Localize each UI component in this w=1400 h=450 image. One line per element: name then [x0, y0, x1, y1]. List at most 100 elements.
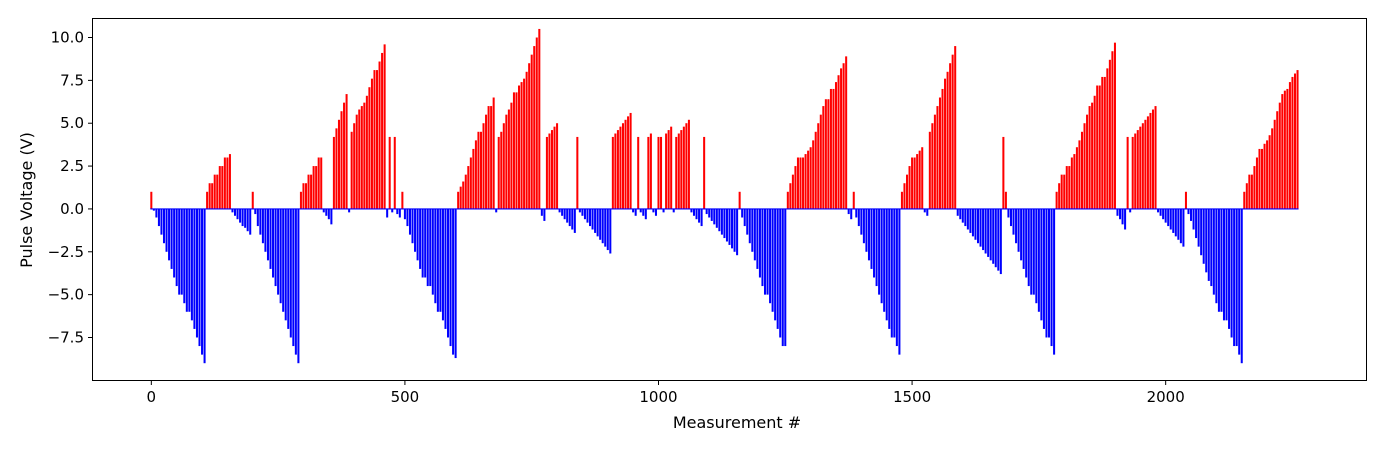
- bar: [604, 208, 607, 247]
- bar: [766, 208, 769, 295]
- bar: [1182, 208, 1185, 247]
- bar: [1169, 208, 1172, 230]
- bar: [406, 208, 409, 227]
- bar: [1055, 191, 1058, 209]
- bar: [624, 119, 627, 209]
- bar: [170, 208, 173, 269]
- bar: [449, 208, 452, 347]
- bar: [426, 208, 429, 287]
- bar: [289, 208, 292, 338]
- bar: [814, 131, 817, 209]
- bar: [332, 136, 335, 209]
- bar: [918, 150, 921, 209]
- bar: [758, 208, 761, 278]
- bar: [1268, 135, 1271, 209]
- bar: [528, 63, 531, 209]
- bar: [482, 123, 485, 209]
- bar: [571, 208, 574, 230]
- bar: [419, 208, 422, 269]
- bar: [956, 208, 959, 216]
- bar: [781, 208, 784, 347]
- bar: [246, 208, 249, 232]
- bar: [997, 208, 1000, 271]
- bar: [619, 126, 622, 209]
- bar: [576, 136, 579, 209]
- bar: [725, 208, 728, 242]
- x-tick-label: 0: [147, 388, 157, 406]
- x-axis-label: Measurement #: [673, 413, 801, 432]
- bar: [337, 119, 340, 209]
- x-axis-ticks: 0 500 1000 1500 2000: [147, 380, 1185, 406]
- bar: [472, 148, 475, 209]
- bar: [738, 191, 741, 209]
- bar: [1063, 174, 1066, 209]
- bar: [723, 208, 726, 239]
- bar: [1065, 166, 1068, 209]
- bar: [348, 208, 351, 213]
- bar: [396, 208, 399, 215]
- bar: [710, 208, 713, 221]
- bar: [550, 130, 554, 209]
- bar: [1157, 208, 1160, 213]
- bar: [168, 208, 171, 261]
- bar: [741, 208, 744, 218]
- bar: [1015, 208, 1018, 244]
- bar: [421, 208, 424, 278]
- y-axis-ticks: −7.5 −5.0 −2.5 0.0 2.5 5.0 7.5 10.0: [48, 29, 93, 346]
- bar: [1271, 128, 1274, 209]
- bar: [1273, 119, 1276, 209]
- bar: [1278, 102, 1281, 209]
- bar: [906, 174, 909, 209]
- bar: [842, 63, 845, 209]
- bar: [652, 208, 655, 213]
- bar: [1004, 191, 1007, 209]
- bar: [543, 208, 546, 221]
- bar: [627, 116, 630, 209]
- bar: [1040, 208, 1043, 321]
- bar: [325, 208, 328, 216]
- bar: [657, 136, 660, 209]
- bar: [424, 208, 427, 278]
- bar: [799, 157, 802, 209]
- bar: [378, 61, 381, 209]
- bar: [381, 52, 384, 209]
- bar: [490, 106, 493, 209]
- bar: [1255, 157, 1258, 209]
- bar: [809, 147, 812, 209]
- bar: [355, 114, 358, 209]
- bar: [878, 208, 881, 295]
- bar: [979, 208, 982, 247]
- bar: [294, 208, 297, 355]
- bar: [850, 208, 853, 220]
- bar: [829, 88, 832, 209]
- bar: [1296, 70, 1299, 209]
- bar: [715, 208, 718, 228]
- bar: [495, 208, 498, 213]
- bar: [431, 208, 434, 295]
- bar: [368, 87, 371, 209]
- y-tick-label: 10.0: [51, 29, 84, 47]
- bar: [459, 186, 462, 209]
- bar: [1032, 208, 1035, 295]
- bar: [827, 99, 830, 209]
- bar: [502, 123, 505, 209]
- bar: [302, 183, 305, 209]
- bar: [485, 114, 488, 209]
- bar: [812, 140, 815, 209]
- bar: [883, 208, 886, 312]
- bar: [1134, 133, 1137, 209]
- bar: [157, 208, 160, 227]
- bar: [241, 208, 244, 227]
- bar: [1020, 208, 1023, 261]
- bar: [601, 208, 604, 244]
- bar: [923, 208, 926, 213]
- bar: [1286, 88, 1289, 209]
- bar: [1177, 208, 1180, 240]
- bar: [589, 208, 592, 227]
- bar: [335, 128, 338, 209]
- bar: [1124, 208, 1127, 230]
- bar: [746, 208, 749, 235]
- bar: [971, 208, 974, 237]
- bar: [1042, 208, 1045, 329]
- bar: [315, 166, 318, 209]
